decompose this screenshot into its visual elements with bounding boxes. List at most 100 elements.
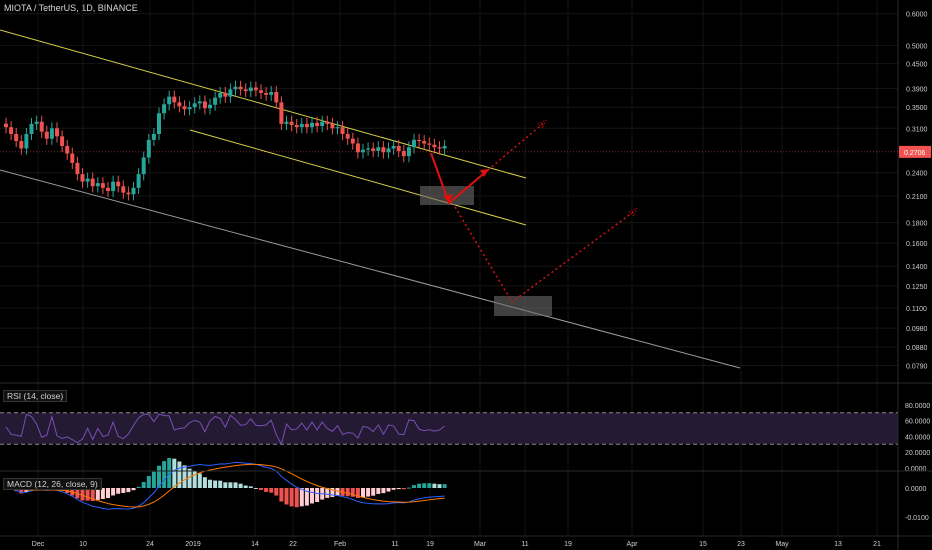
arrow-head: [480, 169, 489, 177]
macd-histogram-bar: [213, 480, 218, 488]
macd-histogram-bar: [167, 457, 172, 488]
macd-histogram-bar: [299, 488, 304, 507]
candle-body: [417, 139, 422, 142]
target-zone-box: [494, 296, 552, 316]
candle-body: [162, 104, 167, 114]
macd-histogram-bar: [427, 483, 432, 488]
macd-histogram-bar: [259, 488, 263, 490]
candle-body: [177, 102, 182, 107]
candle-body: [361, 149, 365, 153]
signal-line: [5, 463, 445, 508]
macd-histogram-bar: [228, 482, 233, 488]
candle-body: [396, 145, 401, 151]
macd-histogram-bar: [172, 458, 177, 488]
macd-histogram-bar: [80, 488, 85, 501]
price-tick-label: 0.3500: [906, 105, 928, 112]
macd-pane[interactable]: 0.0000 -0.0100: [4, 457, 929, 522]
candle-body: [55, 128, 59, 137]
candle-body: [34, 121, 39, 124]
rsi-tick-label: 80.0000: [905, 403, 930, 410]
candle-body: [422, 141, 427, 144]
dotted-projection: [487, 121, 546, 171]
drawings[interactable]: [0, 29, 741, 369]
price-tick-label: 0.0790: [906, 364, 928, 371]
candle-body: [208, 104, 212, 109]
candle-body: [4, 123, 8, 128]
macd-label[interactable]: MACD (12, 26, close, 9): [3, 478, 102, 490]
macd-histogram-bar: [95, 488, 100, 500]
macd-histogram-bar: [294, 488, 299, 508]
candlestick-series[interactable]: [4, 80, 447, 201]
macd-histogram-bar: [422, 483, 427, 488]
macd-histogram-bar: [366, 488, 371, 497]
candle-body: [401, 150, 406, 157]
macd-histogram-bar: [146, 476, 151, 488]
candle-body: [366, 148, 371, 150]
candle-body: [335, 127, 340, 129]
time-tick-label: 23: [737, 541, 745, 548]
candle-body: [100, 183, 105, 188]
macd-histogram-bar: [162, 461, 167, 488]
candle-body: [126, 192, 131, 195]
candle-body: [192, 103, 197, 108]
dotted-projection: [454, 206, 637, 304]
macd-histogram-bar: [412, 485, 416, 488]
macd-histogram-bar: [361, 488, 365, 498]
macd-histogram-bar: [90, 488, 95, 501]
candle-body: [432, 144, 437, 148]
price-tick-label: 0.1400: [906, 264, 928, 271]
rsi-label[interactable]: RSI (14, close): [3, 390, 68, 402]
candle-body: [233, 86, 238, 90]
macd-histogram-bar: [396, 488, 401, 490]
time-tick-label: 10: [79, 541, 87, 548]
macd-histogram-bar: [350, 488, 355, 497]
candle-body: [355, 143, 360, 153]
candle-body: [238, 86, 243, 90]
macd-histogram-bar: [238, 483, 243, 488]
macd-histogram-bar: [264, 488, 269, 492]
candle-body: [172, 96, 177, 103]
rsi-tick-label: 40.0000: [905, 434, 930, 441]
price-tick-label: 0.2100: [906, 194, 928, 201]
macd-tick-label: -0.0100: [905, 515, 929, 522]
candle-body: [187, 107, 192, 110]
candle-body: [9, 127, 14, 134]
long-trend-line: [0, 169, 741, 369]
time-tick-label: Feb: [334, 541, 346, 548]
candle-body: [310, 122, 314, 128]
macd-histogram-bar: [376, 488, 381, 494]
candle-body: [146, 139, 151, 158]
candle-body: [157, 113, 161, 134]
time-tick-label: Apr: [627, 541, 639, 548]
current-price-badge: [899, 145, 931, 158]
price-tick-label: 0.1100: [906, 306, 927, 313]
candle-body: [284, 121, 289, 124]
macd-histogram-bar: [325, 488, 330, 498]
macd-histogram-bar: [248, 486, 253, 488]
candle-body: [116, 181, 121, 187]
macd-histogram-bar: [310, 488, 314, 504]
candle-body: [228, 89, 233, 97]
price-tick-label: 0.4500: [906, 62, 928, 69]
candle-body: [274, 92, 279, 103]
candle-body: [259, 90, 263, 93]
rsi-pane[interactable]: 80.0000 60.0000 40.0000 20.0000 0.0000: [0, 403, 930, 473]
candle-body: [386, 148, 391, 153]
candle-body: [442, 145, 447, 149]
macd-histogram-bar: [131, 488, 136, 491]
macd-histogram-bar: [432, 483, 437, 488]
candle-body: [151, 133, 156, 140]
candle-body: [131, 187, 136, 195]
time-tick-label: 14: [251, 541, 259, 548]
time-tick-label: 19: [564, 541, 572, 548]
candle-body: [294, 124, 299, 128]
candle-body: [75, 162, 80, 175]
candle-body: [65, 145, 70, 154]
candle-body: [248, 87, 253, 92]
macd-histogram-bar: [279, 488, 284, 502]
macd-tick-label: 0.0000: [905, 486, 927, 493]
price-tick-label: 0.1600: [906, 241, 928, 248]
candle-body: [289, 121, 294, 125]
candle-body: [182, 106, 187, 110]
